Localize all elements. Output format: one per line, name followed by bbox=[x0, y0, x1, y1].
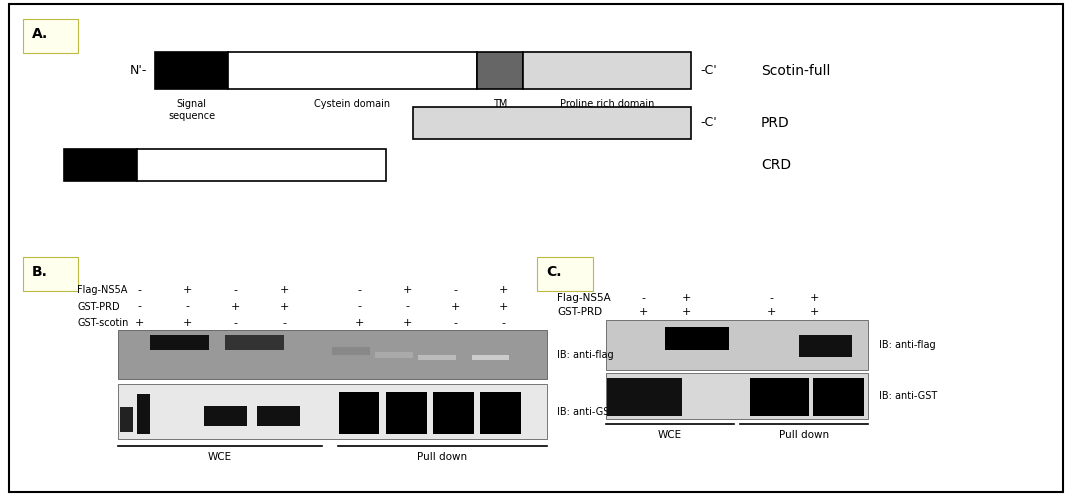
Text: Proline rich domain: Proline rich domain bbox=[560, 99, 654, 109]
Text: C.: C. bbox=[547, 265, 562, 279]
Text: IB: anti-GST: IB: anti-GST bbox=[879, 391, 937, 401]
Text: +: + bbox=[232, 302, 240, 311]
Text: +: + bbox=[451, 302, 460, 311]
Text: +: + bbox=[768, 308, 776, 317]
Bar bbox=[523, 52, 691, 89]
Bar bbox=[418, 355, 456, 360]
Bar bbox=[120, 407, 133, 432]
Text: -: - bbox=[357, 302, 361, 311]
Text: Pull down: Pull down bbox=[417, 452, 466, 462]
Text: -: - bbox=[137, 285, 142, 295]
Text: -: - bbox=[405, 302, 410, 311]
Text: +: + bbox=[500, 285, 508, 295]
Text: +: + bbox=[810, 293, 819, 303]
Text: -: - bbox=[453, 285, 458, 295]
Bar bbox=[137, 149, 386, 181]
Bar bbox=[227, 52, 477, 89]
Bar bbox=[480, 392, 521, 434]
Text: -C': -C' bbox=[700, 64, 717, 77]
Bar bbox=[472, 355, 509, 360]
Text: WCE: WCE bbox=[658, 430, 682, 440]
Text: +: + bbox=[183, 318, 192, 328]
Text: CRD: CRD bbox=[761, 158, 791, 172]
Text: PRD: PRD bbox=[761, 116, 790, 130]
Text: Scotin-full: Scotin-full bbox=[761, 63, 831, 78]
Text: -: - bbox=[453, 318, 458, 328]
Text: GST-scotin: GST-scotin bbox=[77, 318, 129, 328]
Text: Pull down: Pull down bbox=[779, 430, 829, 440]
Text: -: - bbox=[502, 318, 506, 328]
Bar bbox=[332, 347, 370, 355]
Text: GST-PRD: GST-PRD bbox=[77, 302, 120, 311]
Text: +: + bbox=[355, 318, 363, 328]
Text: +: + bbox=[500, 302, 508, 311]
Bar bbox=[118, 330, 547, 379]
Text: +: + bbox=[810, 308, 819, 317]
Text: B.: B. bbox=[32, 265, 48, 279]
Text: +: + bbox=[183, 285, 192, 295]
Bar bbox=[155, 52, 227, 89]
Bar bbox=[665, 327, 729, 350]
Bar bbox=[225, 335, 284, 350]
Text: -: - bbox=[282, 318, 286, 328]
Bar bbox=[137, 394, 150, 434]
Text: IB: anti-flag: IB: anti-flag bbox=[557, 350, 614, 360]
Text: -C': -C' bbox=[700, 116, 717, 129]
FancyBboxPatch shape bbox=[23, 257, 78, 291]
Text: Signal
sequence: Signal sequence bbox=[168, 99, 215, 121]
Text: +: + bbox=[682, 308, 690, 317]
Text: +: + bbox=[280, 285, 288, 295]
Bar bbox=[813, 378, 864, 416]
Bar bbox=[375, 352, 413, 358]
Text: WCE: WCE bbox=[208, 452, 232, 462]
Text: +: + bbox=[135, 318, 144, 328]
Text: Cystein domain: Cystein domain bbox=[314, 99, 390, 109]
Bar bbox=[433, 392, 474, 434]
Bar bbox=[118, 384, 547, 439]
Text: Flag-NS5A: Flag-NS5A bbox=[557, 293, 611, 303]
Text: +: + bbox=[403, 285, 412, 295]
Bar bbox=[204, 406, 247, 426]
Text: N'-: N'- bbox=[130, 64, 147, 77]
Text: -: - bbox=[770, 293, 774, 303]
Bar bbox=[339, 392, 379, 434]
Text: TM: TM bbox=[493, 99, 507, 109]
Bar bbox=[750, 378, 809, 416]
Text: GST-PRD: GST-PRD bbox=[557, 308, 602, 317]
Text: A.: A. bbox=[32, 27, 48, 41]
Text: -: - bbox=[357, 285, 361, 295]
Bar bbox=[150, 335, 209, 350]
Text: -: - bbox=[185, 302, 190, 311]
Text: -: - bbox=[234, 318, 238, 328]
Text: IB: anti-GST: IB: anti-GST bbox=[557, 407, 615, 417]
FancyBboxPatch shape bbox=[537, 257, 593, 291]
Bar bbox=[799, 335, 852, 357]
Bar bbox=[64, 149, 137, 181]
FancyBboxPatch shape bbox=[23, 19, 78, 53]
Bar bbox=[257, 406, 300, 426]
Bar bbox=[606, 373, 868, 419]
Bar bbox=[413, 107, 691, 139]
Text: Flag-NS5A: Flag-NS5A bbox=[77, 285, 128, 295]
Text: +: + bbox=[280, 302, 288, 311]
Bar bbox=[477, 52, 523, 89]
Text: -: - bbox=[234, 285, 238, 295]
Text: -: - bbox=[641, 293, 645, 303]
Text: IB: anti-flag: IB: anti-flag bbox=[879, 340, 936, 350]
Text: +: + bbox=[639, 308, 647, 317]
Text: +: + bbox=[682, 293, 690, 303]
Bar bbox=[607, 378, 682, 416]
Text: +: + bbox=[403, 318, 412, 328]
Bar bbox=[386, 392, 427, 434]
Bar bbox=[606, 320, 868, 370]
Text: -: - bbox=[137, 302, 142, 311]
